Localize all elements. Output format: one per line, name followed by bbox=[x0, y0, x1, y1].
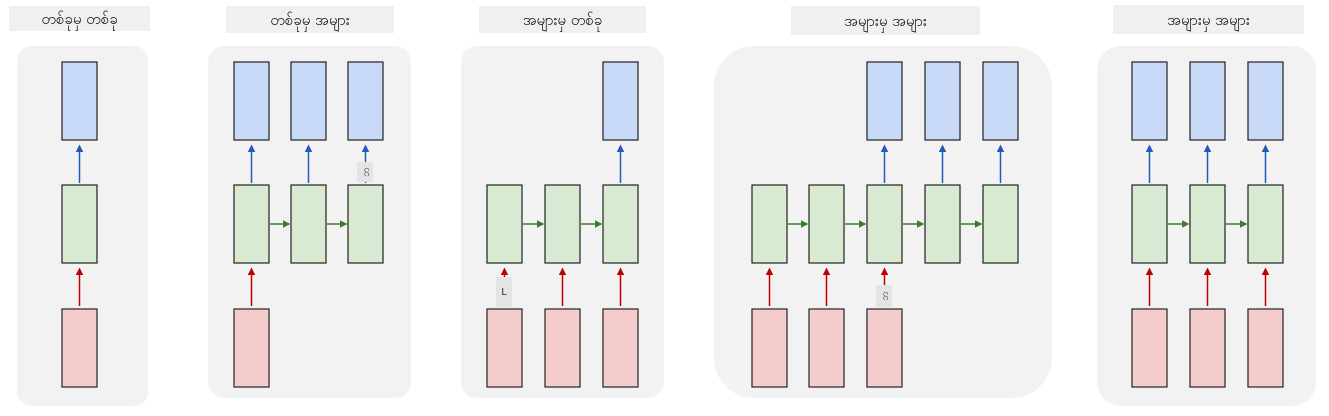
hidden-cell bbox=[61, 184, 98, 264]
output-cell bbox=[866, 61, 903, 141]
panel-title-box bbox=[226, 6, 394, 33]
output-cell bbox=[1247, 61, 1284, 141]
stray-label-box bbox=[876, 285, 892, 307]
stray-label: ဘ bbox=[361, 167, 372, 177]
hidden-cell bbox=[982, 184, 1019, 264]
panel-title: အများမှ အများ bbox=[844, 12, 927, 33]
hidden-cell bbox=[924, 184, 961, 264]
output-cell bbox=[1131, 61, 1168, 141]
panel-title-box bbox=[479, 6, 646, 33]
input-cell bbox=[1247, 308, 1284, 388]
stray-label: ဘ bbox=[880, 291, 891, 301]
hidden-cell bbox=[808, 184, 845, 264]
input-cell bbox=[486, 308, 523, 388]
hidden-cell bbox=[751, 184, 788, 264]
hidden-cell bbox=[602, 184, 639, 264]
hidden-cell bbox=[290, 184, 327, 264]
panel-title: တစ်ခုမှ တစ်ခု bbox=[41, 10, 117, 31]
panel-one-to-one: တစ်ခုမှ တစ်ခု bbox=[9, 6, 150, 406]
stray-label-box bbox=[357, 162, 373, 182]
input-cell bbox=[1131, 308, 1168, 388]
input-cell bbox=[1189, 308, 1226, 388]
panel-title-box bbox=[1113, 5, 1304, 34]
output-cell bbox=[1189, 61, 1226, 141]
stray-label: L bbox=[501, 287, 507, 298]
input-cell bbox=[602, 308, 639, 388]
hidden-cell bbox=[233, 184, 270, 264]
input-cell bbox=[544, 308, 581, 388]
hidden-cell bbox=[866, 184, 903, 264]
panel-many-to-one: အများမှ တစ်ခု L bbox=[461, 6, 664, 398]
output-cell bbox=[347, 61, 384, 141]
output-cell bbox=[982, 61, 1019, 141]
output-cell bbox=[290, 61, 327, 141]
panel-many-to-many-delayed: အများမှ အများ ဘ bbox=[714, 6, 1052, 398]
input-cell bbox=[233, 308, 270, 388]
hidden-cell bbox=[1247, 184, 1284, 264]
stray-label-box bbox=[496, 277, 512, 307]
output-cell bbox=[924, 61, 961, 141]
panel-title: တစ်ခုမှ အများ bbox=[270, 11, 350, 32]
output-cell bbox=[61, 61, 98, 141]
panel-title: အများမှ တစ်ခု bbox=[523, 11, 603, 32]
hidden-cell bbox=[347, 184, 384, 264]
panel-one-to-many: တစ်ခုမှ အများ ဘ bbox=[208, 6, 411, 398]
panel-many-to-many-synced: အများမှ အများ bbox=[1097, 5, 1316, 406]
input-cell bbox=[61, 308, 98, 388]
hidden-cell bbox=[1131, 184, 1168, 264]
output-cell bbox=[602, 61, 639, 141]
panel-title-box bbox=[9, 6, 150, 31]
panel-title-box bbox=[791, 6, 980, 35]
output-cell bbox=[233, 61, 270, 141]
hidden-cell bbox=[544, 184, 581, 264]
hidden-cell bbox=[486, 184, 523, 264]
input-cell bbox=[866, 308, 903, 388]
input-cell bbox=[808, 308, 845, 388]
input-cell bbox=[751, 308, 788, 388]
hidden-cell bbox=[1189, 184, 1226, 264]
panel-title: အများမှ အများ bbox=[1167, 11, 1250, 32]
